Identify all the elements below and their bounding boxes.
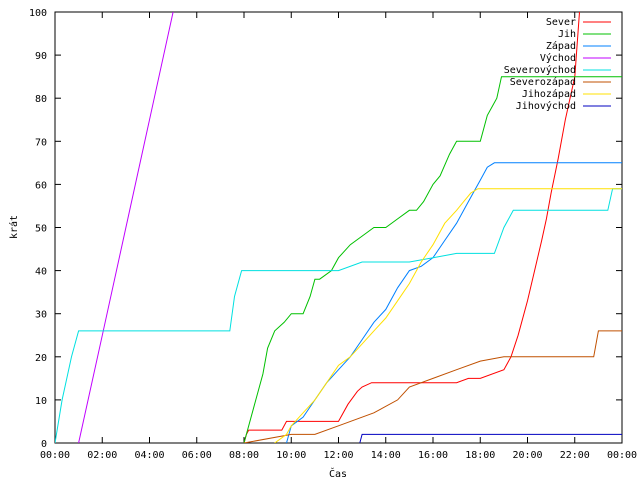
x-tick-label: 10:00 (276, 450, 306, 461)
x-axis-label: Čas (329, 467, 347, 480)
series-line-sever (243, 12, 580, 443)
series-line-západ (286, 162, 622, 443)
series-line-severovýchod (55, 188, 622, 443)
x-tick-label: 18:00 (465, 450, 495, 461)
y-tick-label: 20 (35, 353, 47, 364)
legend-label: Jih (558, 29, 576, 40)
series-line-jihovýchod (359, 433, 622, 443)
series-line-jih (243, 76, 622, 443)
x-tick-label: 16:00 (418, 450, 448, 461)
x-tick-label: 08:00 (229, 450, 259, 461)
series-line-severozápad (243, 330, 622, 443)
legend: SeverJihZápadVýchodSeverovýchodSeverozáp… (504, 17, 611, 112)
legend-label: Jihovýchod (516, 100, 576, 112)
legend-label: Jihozápad (522, 88, 576, 100)
x-tick-label: 14:00 (371, 450, 401, 461)
x-axis: 00:00 02:00 04:00 06:00 08:00 10:00 12:00 14:00… (40, 12, 637, 461)
y-tick-label: 10 (35, 396, 47, 407)
legend-label: Východ (540, 52, 576, 64)
y-tick-label: 40 (35, 267, 47, 278)
x-tick-label: 02:00 (87, 450, 117, 461)
y-tick-label: 90 (35, 51, 47, 62)
legend-label: Severovýchod (504, 64, 576, 76)
y-axis-label: krát (8, 215, 20, 239)
y-tick-label: 60 (35, 180, 47, 191)
x-tick-label: 22:00 (560, 450, 590, 461)
y-tick-label: 70 (35, 137, 47, 148)
y-tick-label: 50 (35, 224, 47, 235)
y-tick-label: 30 (35, 310, 47, 321)
y-tick-label: 80 (35, 94, 47, 105)
legend-label: Severozápad (510, 76, 576, 88)
x-tick-label: 06:00 (182, 450, 212, 461)
legend-label: Západ (546, 40, 576, 52)
x-tick-label: 00:00 (607, 450, 637, 461)
series-line-jihozápad (274, 188, 622, 443)
y-tick-label: 100 (29, 8, 47, 19)
x-tick-label: 00:00 (40, 450, 70, 461)
x-tick-label: 20:00 (512, 450, 542, 461)
x-tick-label: 12:00 (323, 450, 353, 461)
series-layer (55, 12, 622, 443)
legend-label: Sever (546, 17, 576, 28)
y-tick-label: 0 (41, 439, 47, 450)
x-tick-label: 04:00 (134, 450, 164, 461)
y-axis: 0 10 20 30 40 50 60 70 80 90 100 (29, 8, 622, 450)
series-line-východ (78, 12, 174, 443)
